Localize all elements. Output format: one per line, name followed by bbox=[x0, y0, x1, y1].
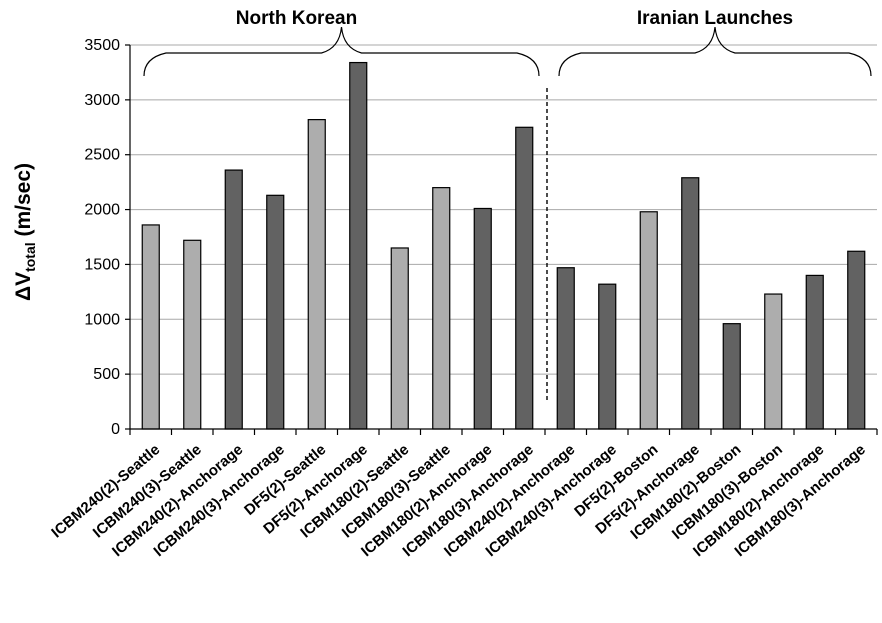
y-tick-label: 0 bbox=[111, 421, 120, 438]
bar bbox=[473, 207, 492, 430]
bar bbox=[141, 224, 160, 430]
y-axis-label-main: ΔV bbox=[12, 272, 35, 301]
y-tick-label: 1500 bbox=[84, 256, 120, 273]
bar bbox=[764, 293, 783, 430]
bar bbox=[515, 126, 534, 430]
bar bbox=[432, 187, 451, 430]
bar bbox=[556, 267, 575, 430]
bar bbox=[224, 169, 243, 430]
bar bbox=[722, 323, 741, 430]
group-brace bbox=[143, 26, 540, 77]
y-axis-label-suffix: (m/sec) bbox=[12, 163, 35, 242]
group-label: Iranian Launches bbox=[637, 8, 793, 29]
bar bbox=[847, 250, 866, 430]
group-brace bbox=[558, 26, 872, 77]
x-tick-labels: ICBM240(2)-SeattleICBM240(3)-SeattleICBM… bbox=[48, 441, 869, 560]
bar bbox=[639, 211, 658, 430]
y-tick-label: 2000 bbox=[84, 202, 120, 219]
y-tick-labels: 0 500 1000 1500 2000 2500 3000 3500 bbox=[84, 37, 120, 438]
bar bbox=[266, 194, 285, 430]
y-tick-label: 1000 bbox=[84, 311, 120, 328]
gridlines bbox=[130, 44, 877, 375]
bars bbox=[141, 61, 866, 430]
group-label: North Korean bbox=[236, 8, 357, 29]
y-axis-label: ΔVtotal (m/sec) bbox=[12, 163, 38, 301]
y-axis-label-sub: total bbox=[22, 242, 38, 272]
y-tick-label: 3000 bbox=[84, 92, 120, 109]
y-tick-label: 2500 bbox=[84, 147, 120, 164]
bar bbox=[349, 61, 368, 430]
y-tick-label: 500 bbox=[93, 366, 120, 383]
bar bbox=[183, 239, 202, 430]
bar bbox=[681, 177, 700, 430]
group-annotations: North Korean Iranian Launches bbox=[143, 8, 872, 403]
bar bbox=[598, 283, 617, 430]
axes bbox=[125, 44, 878, 435]
y-tick-label: 3500 bbox=[84, 37, 120, 54]
bar bbox=[390, 247, 409, 430]
bar bbox=[307, 119, 326, 430]
bar bbox=[805, 274, 824, 430]
